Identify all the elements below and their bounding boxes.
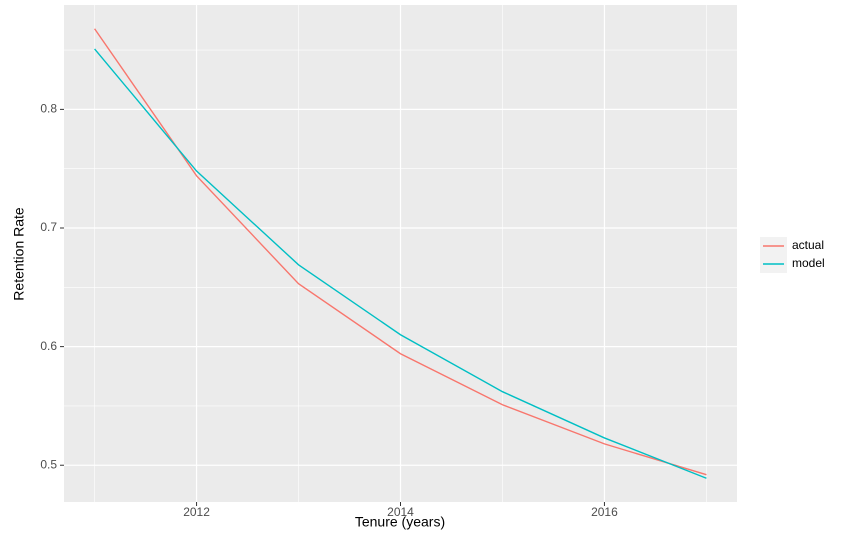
x-tick-label: 2014 [387, 505, 414, 519]
y-tick-label: 0.7 [40, 220, 57, 234]
x-tick-label: 2016 [591, 505, 618, 519]
legend-label: actual [792, 238, 824, 252]
y-tick-label: 0.8 [40, 102, 57, 116]
y-tick-label: 0.5 [40, 457, 57, 471]
x-tick-label: 2012 [183, 505, 210, 519]
x-axis-title: Tenure (years) [355, 514, 445, 530]
legend-label: model [792, 256, 825, 270]
y-tick-label: 0.6 [40, 339, 57, 353]
data-line [94, 28, 707, 476]
data-line [94, 48, 707, 479]
y-axis-title: Retention Rate [11, 207, 27, 301]
